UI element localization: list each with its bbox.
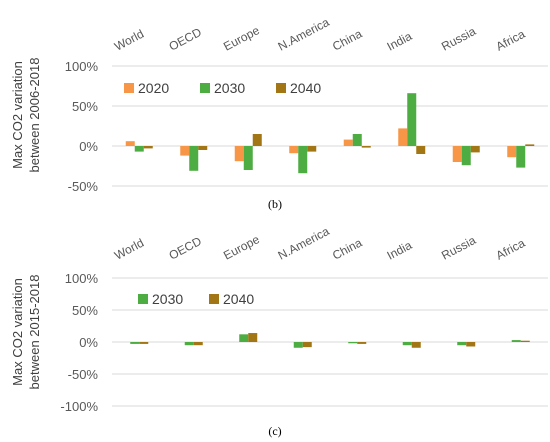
- legend-swatch-2030: [138, 294, 148, 304]
- category-label: Africa: [494, 236, 528, 263]
- bar-2040-africa: [525, 144, 535, 146]
- category-label: World: [112, 236, 146, 263]
- y-tick-label: 100%: [65, 271, 99, 286]
- category-label: India: [385, 29, 415, 54]
- category-label: Europe: [221, 232, 262, 263]
- bar-2030-russia: [461, 146, 471, 166]
- chart-panel-2: -100% -50% 0% 50% 100% Max CO2 variation betwe…: [10, 224, 548, 438]
- bar-2040-oecd: [193, 342, 203, 346]
- category-label: Russia: [439, 24, 478, 54]
- bar-2040-namerica: [307, 146, 317, 152]
- y-tick-label: 0%: [79, 335, 98, 350]
- bar-2040-world: [139, 342, 149, 344]
- bar-2040-europe: [248, 333, 258, 342]
- bar-2030-india: [402, 342, 412, 346]
- bar-2030-europe: [243, 146, 253, 170]
- legend-label: 2040: [290, 80, 321, 96]
- bar-2030-europe: [239, 334, 249, 342]
- bar-2040-china: [357, 342, 367, 344]
- bar-2020-namerica: [289, 146, 299, 154]
- y-tick-label: 50%: [72, 99, 98, 114]
- bar-2040-europe: [252, 134, 262, 146]
- bar-2030-namerica: [298, 146, 308, 174]
- bar-2030-namerica: [293, 342, 303, 348]
- legend-swatch-2020: [124, 83, 134, 93]
- bar-2040-namerica: [302, 342, 312, 348]
- bar-2030-world: [130, 342, 140, 344]
- y-axis-title-line: between 2006-2018: [27, 58, 42, 173]
- category-label: OECD: [167, 234, 204, 263]
- bar-2030-oecd: [184, 342, 194, 346]
- bar-2020-china: [343, 139, 353, 146]
- bar-2020-africa: [507, 146, 517, 158]
- category-label: Europe: [221, 23, 262, 54]
- bar-2030-china: [352, 134, 362, 146]
- bar-2040-china: [361, 146, 371, 148]
- y-axis-title-line: Max CO2 variation: [10, 61, 25, 169]
- legend-label: 2030: [214, 80, 245, 96]
- chart-panel-1: -50% 0% 50% 100% Max CO2 variation between 20…: [10, 15, 548, 211]
- y-axis-title-line: between 2015-2018: [27, 275, 42, 390]
- category-label: China: [330, 235, 365, 262]
- legend-swatch-2040: [209, 294, 219, 304]
- bar-2040-india: [416, 146, 426, 154]
- bar-2040-africa: [520, 340, 530, 342]
- category-label: N.America: [276, 15, 332, 54]
- panel-label: (c): [268, 424, 281, 438]
- legend-label: 2020: [138, 80, 169, 96]
- legend-label: 2030: [152, 291, 183, 307]
- y-tick-label: 0%: [79, 139, 98, 154]
- bar-2040-world: [143, 146, 153, 149]
- bar-2020-world: [125, 141, 135, 146]
- category-label: India: [385, 238, 415, 263]
- y-tick-label: -50%: [68, 179, 99, 194]
- category-label: N.America: [276, 224, 332, 263]
- bar-2030-china: [348, 342, 358, 344]
- category-label: OECD: [167, 25, 204, 54]
- legend-swatch-2030: [200, 83, 210, 93]
- bar-2040-russia: [466, 342, 476, 347]
- category-label: Russia: [439, 233, 478, 263]
- bar-2020-europe: [234, 146, 244, 162]
- category-label: World: [112, 27, 146, 54]
- bar-2020-russia: [452, 146, 462, 162]
- legend-swatch-2040: [276, 83, 286, 93]
- bar-2030-africa: [511, 340, 521, 342]
- legend-label: 2040: [223, 291, 254, 307]
- y-tick-label: 100%: [65, 59, 99, 74]
- y-tick-label: -100%: [60, 399, 98, 414]
- panel-label: (b): [268, 197, 282, 211]
- bar-2020-oecd: [180, 146, 190, 156]
- bar-2040-oecd: [198, 146, 208, 150]
- bar-2020-india: [398, 128, 408, 146]
- bar-2040-russia: [470, 146, 480, 153]
- y-tick-label: 50%: [72, 303, 98, 318]
- bar-2030-africa: [516, 146, 526, 168]
- bar-2030-oecd: [189, 146, 199, 171]
- category-label: Africa: [494, 27, 528, 54]
- bar-2030-india: [407, 93, 417, 146]
- bar-2030-world: [134, 146, 144, 152]
- bar-2040-india: [411, 342, 421, 348]
- y-axis-title-line: Max CO2 variation: [10, 278, 25, 386]
- category-label: China: [330, 26, 365, 53]
- y-tick-label: -50%: [68, 367, 99, 382]
- bar-2030-russia: [457, 342, 467, 346]
